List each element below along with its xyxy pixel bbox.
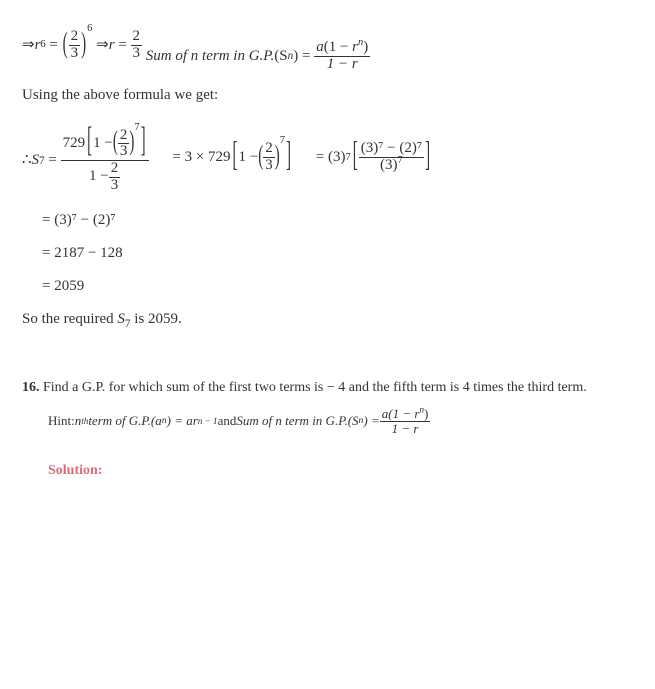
s7-step2: = 3 × 729 [ 1 − ( 2 3 ) 7 ] [172,141,292,174]
hint-sum-frac: a(1 − rn) 1 − r [380,407,431,435]
s7-step5: = 2187 − 128 [42,243,633,264]
s7-step6: = 2059 [42,276,633,297]
frac-2-3: 2 3 [69,29,81,62]
sum-frac: a(1 − rn) 1 − r [314,40,370,73]
question-16: 16. Find a G.P. for which sum of the fir… [22,378,633,398]
q16-number: 16. [22,380,40,395]
text-result: So the required S7 is 2059. [22,309,633,330]
sum-formula: Sum of n term in G.P. (S n ) = a(1 − rn)… [146,40,370,73]
s7-frac: 729 [ 1 − ( 2 3 ) 7 ] 1 − 2 3 [61,128,149,194]
s7-step1: ∴ S 7 = 729 [ 1 − ( 2 3 ) 7 ] 1 − 2 3 [22,128,149,194]
solution-label: Solution: [48,461,633,481]
s7-step4: = (3)⁷ − (2)⁷ [42,210,633,231]
s7-step3: = (3) 7 [ (3)⁷ − (2)⁷ (3)7 ] [316,141,431,174]
q16-neg4: − 4 [327,380,345,395]
text-using-formula: Using the above formula we get: [22,85,633,106]
hint: Hint: nth term of G.P.(an) = arn − 1 and… [48,407,633,435]
hint-label: Hint: [48,412,75,430]
frac-2-3: 2 3 [131,29,143,62]
eq-r6: ⇒ r 6 = ( 2 3 ) 6 [22,29,92,62]
q16-four: 4 [463,380,470,395]
S-var: S [32,150,40,171]
sum-label: Sum of n term in G.P. [146,46,274,67]
eq-r: ⇒ r = 2 3 [96,29,142,62]
